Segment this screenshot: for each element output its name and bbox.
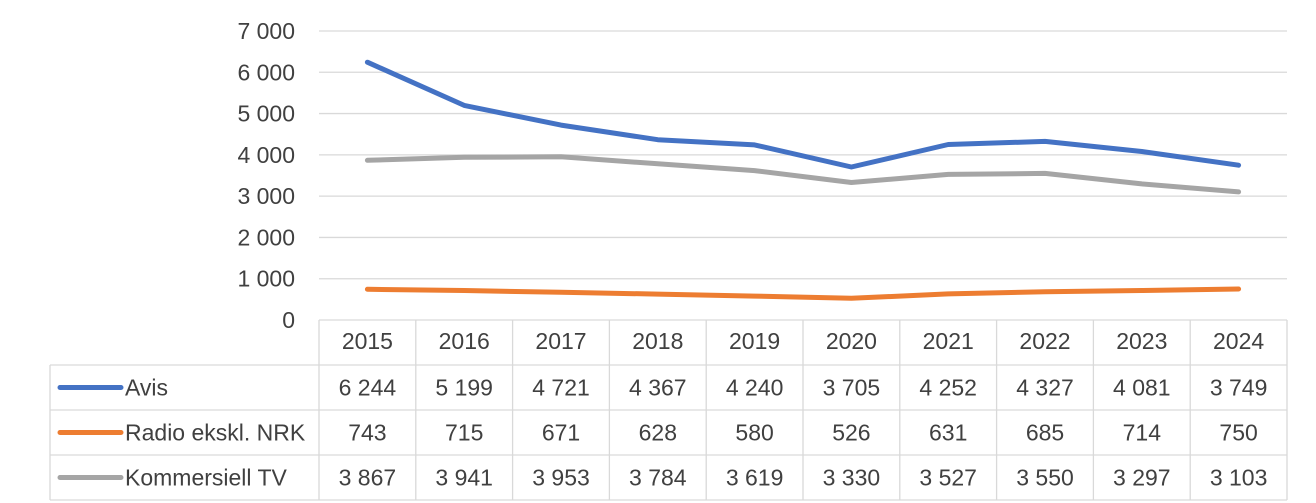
y-tick-label: 3 000 — [237, 183, 295, 209]
table-cell-value: 4 367 — [629, 375, 687, 401]
x-tick-label: 2015 — [342, 328, 393, 354]
table-cell-value: 743 — [348, 420, 386, 446]
table-cell-value: 4 721 — [532, 375, 590, 401]
x-tick-label: 2021 — [923, 328, 974, 354]
x-tick-label: 2017 — [535, 328, 586, 354]
table-cell-value: 3 705 — [823, 375, 881, 401]
table-cell-value: 3 619 — [726, 465, 784, 491]
x-tick-label: 2024 — [1213, 328, 1264, 354]
y-tick-label: 2 000 — [237, 224, 295, 250]
table-cell-value: 4 252 — [919, 375, 977, 401]
legend-label: Avis — [125, 375, 168, 401]
y-tick-label: 4 000 — [237, 142, 295, 168]
legend-label: Radio ekskl. NRK — [125, 420, 306, 446]
x-tick-label: 2020 — [826, 328, 877, 354]
table-cell-value: 3 527 — [919, 465, 977, 491]
table-cell-value: 3 941 — [435, 465, 493, 491]
y-axis-tick-labels: 0 1 000 2 000 3 000 4 000 5 000 6 000 7 000 — [237, 18, 295, 333]
table-cell-value: 3 867 — [339, 465, 397, 491]
table-cell-value: 714 — [1123, 420, 1162, 446]
legend-label: Kommersiell TV — [125, 465, 288, 491]
y-tick-label: 5 000 — [237, 101, 295, 127]
series-lines — [364, 59, 1242, 301]
table-cell-value: 5 199 — [435, 375, 493, 401]
table-cell-value: 6 244 — [339, 375, 397, 401]
table-cell-value: 580 — [735, 420, 773, 446]
x-tick-label: 2022 — [1019, 328, 1070, 354]
series-line-radio-ekskl-nrk — [364, 286, 1242, 301]
table-cell-value: 685 — [1026, 420, 1064, 446]
table-cell-value: 4 240 — [726, 375, 784, 401]
x-tick-label: 2023 — [1116, 328, 1167, 354]
table-cell-value: 3 330 — [823, 465, 881, 491]
table-cell-value: 4 327 — [1016, 375, 1074, 401]
table-cell-value: 750 — [1219, 420, 1257, 446]
data-table: 2015 2016 2017 2018 2019 2020 2021 2022 2023 2024… — [49, 320, 1288, 501]
table-cell-value: 3 103 — [1210, 465, 1268, 491]
x-tick-label: 2018 — [632, 328, 683, 354]
table-cell-value: 628 — [639, 420, 677, 446]
table-cell-value: 3 953 — [532, 465, 590, 491]
table-cell-value: 715 — [445, 420, 483, 446]
table-cell-value: 671 — [542, 420, 580, 446]
table-cell-value: 3 550 — [1016, 465, 1074, 491]
series-line-avis — [364, 59, 1242, 170]
table-cell-value: 631 — [929, 420, 967, 446]
table-cell-value: 3 297 — [1113, 465, 1171, 491]
x-tick-label: 2016 — [439, 328, 490, 354]
y-tick-label: 1 000 — [237, 266, 295, 292]
table-cell-value: 3 749 — [1210, 375, 1268, 401]
table-cell-value: 3 784 — [629, 465, 687, 491]
table-cell-value: 4 081 — [1113, 375, 1171, 401]
table-cell-value: 526 — [832, 420, 870, 446]
x-tick-label: 2019 — [729, 328, 780, 354]
series-line-kommersiell-tv — [364, 154, 1242, 195]
y-tick-label: 0 — [282, 307, 295, 333]
y-tick-label: 7 000 — [237, 18, 295, 44]
y-tick-label: 6 000 — [237, 59, 295, 85]
